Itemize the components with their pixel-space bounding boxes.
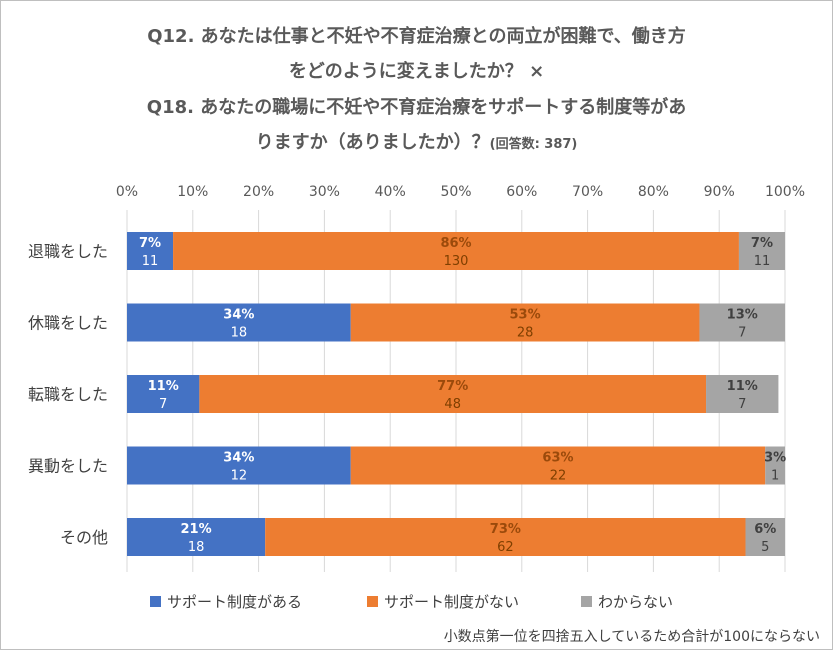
x-tick-label: 50% [440,184,471,200]
bar-segment [765,446,785,485]
bar-segment [173,232,739,270]
data-label-count: 1 [771,469,779,484]
chart-title-line-4: りますか（ありましたか）？(回答数: 387) [0,128,833,154]
legend-swatch-series-1 [150,596,161,607]
data-label-percent: 53% [510,308,541,323]
bar-segment [127,232,174,270]
x-tick-label: 100% [765,184,805,200]
bar-segment [350,303,700,342]
data-label-count: 18 [231,326,248,341]
data-label-percent: 86% [440,236,471,251]
data-label-percent: 63% [542,451,573,466]
data-label-percent: 11% [727,379,758,394]
data-label-count: 18 [188,540,205,555]
data-label-count: 22 [550,469,567,484]
x-tick-label: 90% [704,184,735,200]
x-tick-label: 60% [506,184,537,200]
category-label: 転職をした [28,385,108,404]
data-label-percent: 34% [223,451,254,466]
data-label-count: 7 [159,397,167,412]
category-label: その他 [60,528,108,547]
category-label: 退職をした [28,242,108,261]
legend-label-series-3: わからない [598,593,674,611]
bar-segment [706,375,779,413]
x-tick-label: 20% [243,184,274,200]
data-label-count: 48 [444,397,461,412]
data-label-percent: 7% [751,236,773,251]
data-label-count: 130 [444,254,469,269]
data-label-percent: 13% [727,308,758,323]
data-label-count: 11 [142,254,159,269]
legend-label-series-1: サポート制度がある [167,593,303,611]
x-tick-label: 70% [572,184,603,200]
x-tick-label: 80% [638,184,669,200]
data-label-percent: 3% [764,451,786,466]
legend-item-series-3: わからない [581,591,673,612]
data-label-count: 11 [754,254,771,269]
bar-segment [199,375,707,413]
bar-segment [350,446,766,485]
legend-item-series-1: サポート制度がある [150,591,302,612]
x-tick-label: 10% [177,184,208,200]
data-label-percent: 21% [181,522,212,537]
bar-segment [127,446,351,485]
bar-segment [265,518,746,556]
chart-title-line-1: Q12. あなたは仕事と不妊や不育症治療との両立が困難で、働き方 [147,26,686,47]
data-label-count: 5 [761,540,769,555]
category-label: 異動をした [28,457,108,476]
bar-segment [745,518,785,556]
legend-item-series-2: サポート制度がない [367,591,519,612]
response-count: (回答数: 387) [489,137,578,152]
data-label-percent: 11% [148,379,179,394]
data-label-percent: 73% [490,522,521,537]
x-tick-label: 40% [375,184,406,200]
legend-swatch-series-2 [367,596,378,607]
stacked-bar-chart: 0% 10% 20% 30% 40% 50% 60% 70% 80% 90% 100% 退職をした 7%… [28,184,805,572]
data-label-percent: 6% [754,522,776,537]
chart-title-line-3: Q18. あなたの職場に不妊や不育症治療をサポートする制度等があ [146,97,687,118]
x-tick-label: 0% [116,184,138,200]
data-label-count: 7 [738,397,746,412]
bar-segment [127,303,351,342]
data-label-count: 7 [738,326,746,341]
legend-swatch-series-3 [581,596,592,607]
bar-segment [127,375,200,413]
data-label-count: 28 [517,326,534,341]
bar-segment [699,303,785,342]
bar-segment [127,518,266,556]
bar-segment [738,232,785,270]
data-label-percent: 77% [437,379,468,394]
data-label-percent: 7% [139,236,161,251]
footnote: 小数点第一位を四捨五入しているため合計が100にならない [443,629,820,645]
x-tick-label: 30% [309,184,340,200]
data-label-percent: 34% [223,308,254,323]
chart-title-line-4-text: りますか（ありましたか）？ [255,132,490,153]
data-label-count: 12 [231,469,248,484]
chart-title-line-2: をどのように変えましたか？ × [288,61,545,82]
data-label-count: 62 [497,540,514,555]
legend-label-series-2: サポート制度がない [384,593,520,611]
category-label: 休職をした [28,314,108,333]
